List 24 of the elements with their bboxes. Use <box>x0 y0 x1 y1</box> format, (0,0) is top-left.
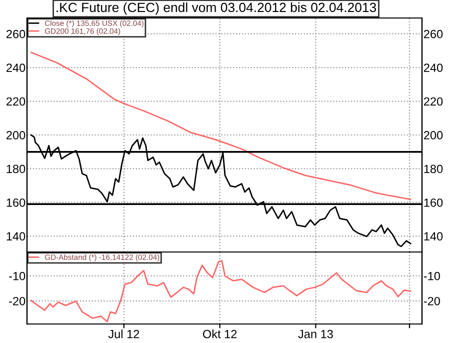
y-tick-label: -20 <box>9 296 26 306</box>
y-tick-label: 160 <box>6 198 26 207</box>
y-tick-label: 140 <box>6 232 26 241</box>
x-tick-label: Jan 13 <box>298 330 333 338</box>
line-series <box>30 260 412 322</box>
y2-tick-label: 200 <box>424 131 443 140</box>
y-tick-label: 240 <box>6 64 26 72</box>
y-tick-label: 260 <box>6 30 26 38</box>
y2-tick-label: 160 <box>424 198 443 207</box>
y2-tick-label: 180 <box>424 164 443 174</box>
y2-tick-label: 140 <box>424 232 443 241</box>
x-tick-label: Jul 12 <box>108 330 140 338</box>
y2-tick-label: 220 <box>424 97 443 106</box>
y-tick-label: -10 <box>9 272 26 280</box>
x-tick-label: Okt 12 <box>202 330 237 338</box>
y2-tick-label: -20 <box>424 296 440 306</box>
y-tick-label: 200 <box>6 131 26 140</box>
y2-tick-label: 240 <box>424 64 443 72</box>
line-series <box>30 52 412 200</box>
chart-title: .KC Future (CEC) endl vom 03.04.2012 bis 02.04.2013 <box>56 2 376 15</box>
y-tick-label: 180 <box>6 164 26 174</box>
y2-tick-label: -10 <box>424 272 440 280</box>
y2-tick-label: 260 <box>424 30 443 38</box>
y-tick-label: 220 <box>6 97 26 106</box>
